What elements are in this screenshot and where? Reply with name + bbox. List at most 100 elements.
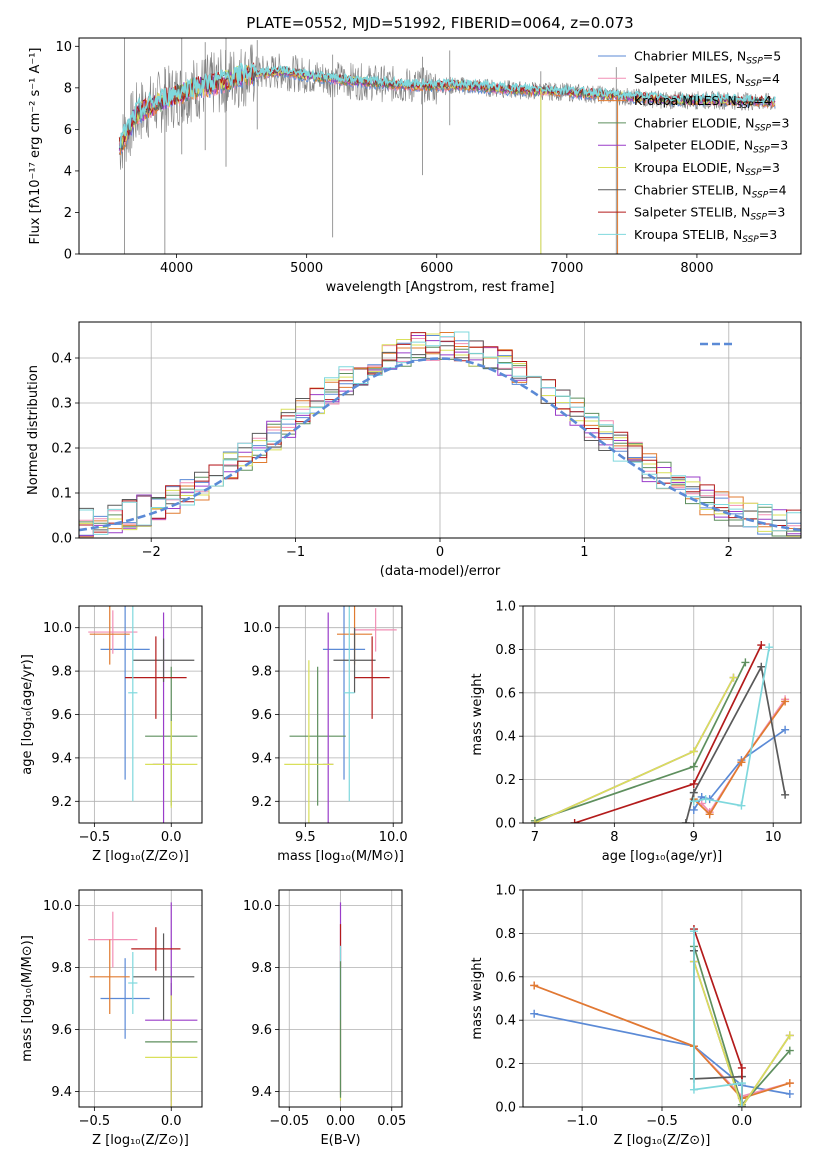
- model-spectrum-kroupa-stelib: [119, 62, 776, 149]
- x-tick-label: −1: [286, 545, 305, 560]
- x-tick-label: 0.05: [377, 1114, 406, 1129]
- y-axis-label: age [log₁₀(age/yr)]: [20, 654, 35, 775]
- y-tick-label: 9.6: [51, 708, 72, 723]
- residual-histogram-kroupa-stelib: [79, 331, 801, 535]
- x-axis-label: Z [log₁₀(Z/Z⊙)]: [92, 849, 189, 864]
- y-axis-label: Flux [fλ10⁻¹⁷ erg cm⁻² s⁻¹ A⁻¹]: [28, 48, 43, 245]
- y-tick-label: 0.2: [495, 1057, 516, 1072]
- x-tick-label: −2: [142, 545, 161, 560]
- legend-entry: Kroupa MILES, NSSP=4: [634, 93, 772, 111]
- y-axis-label: Normed distribution: [26, 365, 41, 495]
- y-tick-label: 6: [64, 123, 72, 138]
- x-tick-label: 8: [610, 830, 618, 845]
- x-tick-label: −1.0: [566, 1114, 598, 1129]
- x-tick-label: 0.00: [326, 1114, 355, 1129]
- plot-area: [284, 606, 397, 823]
- y-axis-label: mass weight: [470, 957, 485, 1039]
- age-vs-mass-panel: 9.5 10.0 9.2 9.4 9.6 9.8 10.0 mass [log₁₀(M/M⊙)…: [243, 605, 408, 864]
- y-tick-label: 9.6: [251, 708, 272, 723]
- y-tick-label: 0: [64, 248, 72, 263]
- y-tick-label: 9.8: [51, 961, 72, 976]
- legend-entry: Chabrier MILES, NSSP=5: [634, 49, 781, 67]
- weight-point-kroupa-miles: [781, 697, 790, 706]
- y-tick-label: 0.2: [495, 773, 516, 788]
- y-axis-label: mass [log₁₀(M/M⊙)]: [20, 935, 35, 1062]
- y-tick-label: 0.0: [495, 1101, 516, 1116]
- y-tick-label: 2: [64, 206, 72, 221]
- plot-area: [79, 331, 801, 538]
- legend-entry: Salpeter MILES, NSSP=4: [634, 71, 780, 89]
- mass-vs-metallicity-panel: −0.5 0.0 9.4 9.6 9.8 10.0 Z [log₁₀(Z/Z⊙)] mass …: [20, 889, 203, 1148]
- y-tick-label: 8: [64, 81, 72, 96]
- x-tick-label: 6000: [420, 261, 453, 276]
- weight-point-salpeter-stelib: [689, 779, 698, 788]
- y-tick-label: 9.4: [251, 751, 272, 766]
- legend-entry: Chabrier ELODIE, NSSP=3: [634, 115, 789, 133]
- weight-point-chabrier-elodie: [741, 658, 750, 667]
- x-axis-label: (data-model)/error: [380, 564, 501, 579]
- weight-line-chabrier-stelib: [684, 664, 786, 823]
- weight-point-salpeter-stelib: [570, 819, 579, 823]
- y-tick-label: 10.0: [43, 621, 72, 636]
- x-tick-label: 10: [765, 830, 782, 845]
- y-axis-label: mass weight: [470, 673, 485, 755]
- x-axis-label: E(B-V): [320, 1133, 360, 1148]
- x-tick-label: −0.05: [269, 1114, 309, 1129]
- weight-point-kroupa-elodie: [530, 819, 539, 823]
- x-tick-label: −0.5: [79, 1114, 111, 1129]
- y-tick-label: 1.0: [495, 600, 516, 615]
- legend-entry: Salpeter ELODIE, NSSP=3: [634, 138, 788, 156]
- y-tick-label: 0.0: [495, 817, 516, 832]
- plot-area: [530, 641, 790, 823]
- weight-point-kroupa-elodie: [689, 747, 698, 756]
- y-tick-label: 9.2: [51, 795, 72, 810]
- weight-line-chabrier-miles: [693, 729, 786, 811]
- x-axis-label: Z [log₁₀(Z/Z⊙)]: [614, 1133, 711, 1148]
- x-tick-label: 9: [690, 830, 698, 845]
- weight-line-kroupa-stelib: [693, 931, 743, 1107]
- legend-entry: Chabrier STELIB, NSSP=4: [634, 182, 787, 200]
- gaussian-reference-curve: [79, 357, 801, 532]
- y-tick-label: 0.4: [51, 352, 72, 367]
- weight-point-kroupa-elodie: [729, 673, 738, 682]
- weight-line-kroupa-stelib: [693, 647, 771, 807]
- y-tick-label: 0.0: [51, 532, 72, 547]
- y-tick-label: 9.8: [251, 665, 272, 680]
- weight-point-salpeter-stelib: [757, 641, 766, 650]
- weight-point-kroupa-stelib: [737, 1103, 746, 1107]
- y-tick-label: 0.1: [51, 487, 72, 502]
- weight-point-kroupa-elodie: [785, 1031, 794, 1040]
- spectrum-panel: 4000 5000 6000 7000 8000 0 2 4 6 8 10 wavelength [A…: [28, 37, 802, 295]
- y-tick-label: 0.3: [51, 397, 72, 412]
- plot-area: [88, 606, 198, 823]
- weight-vs-metallicity-panel: −1.0 −0.5 0.0 0.0 0.2 0.4 0.6 0.8 1.0 Z [log₁₀(Z/…: [470, 884, 802, 1148]
- y-tick-label: 0.2: [51, 442, 72, 457]
- weight-point-chabrier-miles: [530, 1009, 539, 1018]
- y-tick-label: 10.0: [43, 899, 72, 914]
- x-axis-label: mass [log₁₀(M/M⊙)]: [277, 849, 404, 864]
- y-tick-label: 9.8: [251, 961, 272, 976]
- y-tick-label: 0.4: [495, 1014, 516, 1029]
- y-tick-label: 1.0: [495, 884, 516, 899]
- weight-point-chabrier-stelib: [689, 788, 698, 797]
- weight-point-chabrier-miles: [785, 1089, 794, 1098]
- y-tick-label: 9.2: [251, 795, 272, 810]
- y-tick-label: 4: [64, 164, 72, 179]
- x-tick-label: 0.0: [732, 1114, 753, 1129]
- weight-line-kroupa-elodie: [534, 677, 735, 823]
- x-tick-label: −0.5: [646, 1114, 678, 1129]
- weight-point-kroupa-miles: [530, 981, 539, 990]
- x-tick-label: 9.5: [295, 830, 316, 845]
- y-tick-label: 9.4: [51, 751, 72, 766]
- residual-histogram-kroupa-miles: [79, 332, 801, 538]
- plot-area: [88, 902, 198, 1107]
- legend-entry: Kroupa STELIB, NSSP=3: [634, 227, 777, 245]
- legend-entry: Salpeter STELIB, NSSP=3: [634, 205, 785, 223]
- x-tick-label: 2: [725, 545, 733, 560]
- x-tick-label: 0.0: [161, 830, 182, 845]
- x-tick-label: 4000: [160, 261, 193, 276]
- x-tick-label: 7000: [550, 261, 583, 276]
- x-tick-label: 7: [531, 830, 539, 845]
- x-axis-label: Z [log₁₀(Z/Z⊙)]: [92, 1133, 189, 1148]
- y-tick-label: 0.6: [495, 970, 516, 985]
